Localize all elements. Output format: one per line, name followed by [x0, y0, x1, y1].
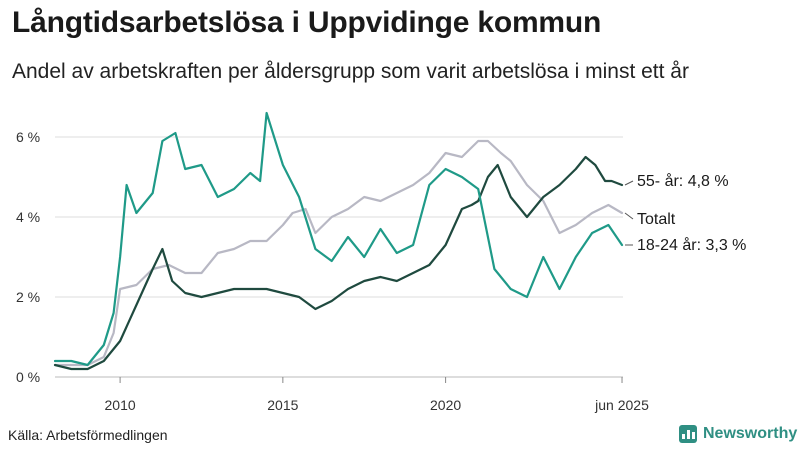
- x-tick-label: 2010: [105, 397, 136, 413]
- series-end-label: 55- år: 4,8 %: [637, 172, 729, 190]
- series-end-label: 18-24 år: 3,3 %: [637, 236, 746, 254]
- chart-title: Långtidsarbetslösa i Uppvidinge kommun: [12, 6, 602, 39]
- y-tick-label: 0 %: [16, 369, 40, 385]
- series-line-totalt: [53, 139, 624, 367]
- brand-name: Newsworthy: [703, 425, 798, 442]
- newsworthy-logo-icon: [679, 425, 697, 443]
- series-line-18-24-r: [53, 111, 624, 367]
- x-tick-label: 2015: [267, 397, 298, 413]
- x-tick-label: jun 2025: [594, 397, 649, 413]
- y-tick-label: 2 %: [16, 289, 40, 305]
- leader-line: [624, 212, 634, 220]
- chart-subtitle: Andel av arbetskraften per åldersgrupp s…: [12, 60, 689, 83]
- series-end-label: Totalt: [637, 211, 676, 228]
- x-tick-label: 2020: [430, 397, 461, 413]
- y-tick-label: 6 %: [16, 129, 40, 145]
- brand-logo: Newsworthy: [679, 425, 797, 443]
- leader-line: [624, 180, 634, 186]
- series-line-55-r: [53, 155, 624, 371]
- source-note: Källa: Arbetsförmedlingen: [8, 427, 168, 443]
- y-tick-label: 4 %: [16, 209, 40, 225]
